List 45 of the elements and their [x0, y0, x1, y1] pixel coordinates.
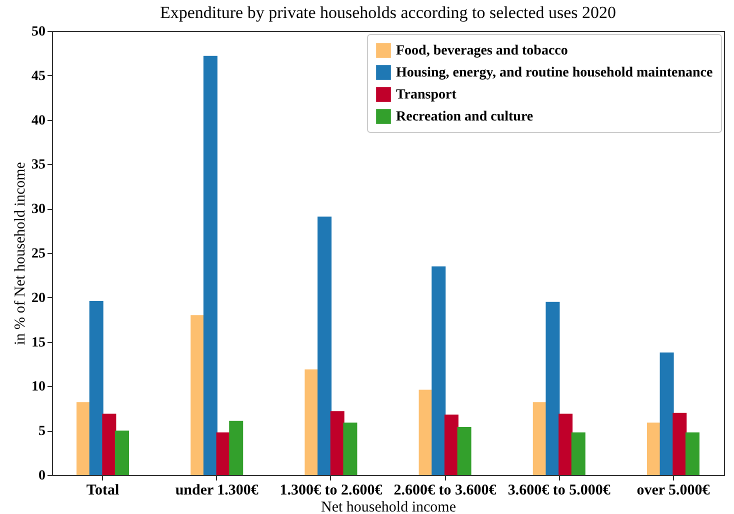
y-tick-label: 0: [38, 468, 46, 484]
bar: [571, 432, 586, 475]
y-tick-label: 5: [38, 424, 46, 440]
bar: [685, 432, 700, 475]
legend-label: Housing, energy, and routine household maintenance: [396, 66, 713, 80]
y-tick-label: 35: [32, 158, 46, 173]
x-tick-label: Total: [86, 482, 120, 498]
y-tick-label: 50: [32, 24, 46, 40]
bar: [432, 266, 446, 475]
bar: [546, 302, 560, 475]
y-tick-label: 40: [32, 113, 46, 128]
bar: [558, 414, 573, 475]
y-axis-title: in % of Net household income: [12, 162, 28, 345]
x-tick-label: 2.600€ to 3.600€: [394, 482, 497, 498]
x-tick-label: over 5.000€: [636, 482, 710, 498]
y-tick-label: 45: [32, 68, 46, 84]
x-axis-title: Net household income: [321, 500, 456, 514]
bar: [229, 420, 244, 475]
bar: [646, 422, 661, 475]
bar: [304, 369, 319, 475]
y-tick-label: 15: [32, 335, 46, 350]
legend-label: Recreation and culture: [396, 110, 534, 124]
x-tick-label: 1.300€ to 2.600€: [280, 482, 383, 498]
bar: [102, 414, 116, 475]
y-tick-label: 25: [32, 246, 46, 262]
bar: [76, 402, 91, 475]
bar: [330, 411, 344, 475]
bar: [660, 352, 674, 475]
x-tick-label: under 1.300€: [175, 482, 259, 498]
bar: [115, 430, 130, 475]
bar: [203, 56, 218, 475]
y-tick-label: 30: [32, 202, 46, 218]
bar: [343, 422, 358, 475]
bar: [89, 300, 104, 475]
x-tick-label: 3.600€ to 5.000€: [508, 482, 611, 498]
bar: [318, 216, 332, 475]
bar: [457, 427, 472, 475]
y-tick-label: 20: [32, 290, 46, 306]
bar: [444, 414, 458, 475]
legend-label: Transport: [396, 88, 457, 102]
y-tick-label: 10: [32, 380, 46, 395]
chart-title: Expenditure by private households according to selected uses 2020: [160, 3, 616, 22]
legend-label: Food, beverages and tobacco: [396, 44, 568, 58]
bar: [672, 412, 687, 475]
bar: [190, 315, 205, 475]
